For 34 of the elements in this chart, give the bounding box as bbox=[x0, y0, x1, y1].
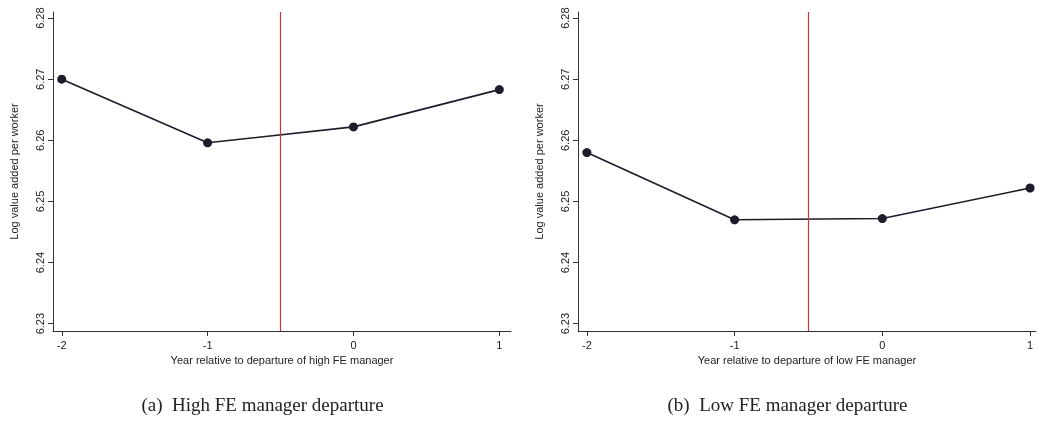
x-tick-label: 1 bbox=[496, 338, 503, 351]
y-axis-title: Log value added per worker bbox=[532, 102, 545, 240]
x-tick-label: -1 bbox=[202, 338, 213, 351]
point bbox=[494, 85, 504, 95]
y-tick-label: 6.26 bbox=[558, 129, 571, 152]
point bbox=[203, 138, 213, 148]
y-axis-title: Log value added per worker bbox=[7, 102, 20, 240]
x-axis-title: Year relative to departure of high FE manager bbox=[170, 354, 394, 367]
point bbox=[57, 74, 67, 84]
point bbox=[348, 122, 358, 132]
y-tick-label: 6.25 bbox=[558, 190, 571, 213]
x-tick-label: -2 bbox=[581, 338, 592, 351]
x-tick-label: 0 bbox=[879, 338, 886, 351]
point bbox=[730, 215, 740, 225]
y-tick-label: 6.27 bbox=[558, 68, 571, 90]
y-tick-label: 6.25 bbox=[33, 190, 46, 213]
y-tick-label: 6.28 bbox=[33, 7, 46, 29]
y-tick-label: 6.23 bbox=[33, 312, 46, 335]
x-tick-label: 0 bbox=[350, 338, 357, 351]
x-tick-label: 1 bbox=[1027, 338, 1034, 351]
x-tick-label: -2 bbox=[56, 338, 67, 351]
x-axis-title: Year relative to departure of low FE manager bbox=[697, 354, 917, 367]
point bbox=[1025, 183, 1035, 193]
y-tick-label: 6.24 bbox=[558, 251, 571, 274]
y-tick-label: 6.28 bbox=[558, 7, 571, 29]
point bbox=[877, 214, 887, 224]
y-tick-label: 6.27 bbox=[33, 68, 46, 90]
text: (b) Low FE manager departure bbox=[667, 394, 908, 416]
y-tick-label: 6.24 bbox=[33, 251, 46, 274]
x-tick-label: -1 bbox=[729, 338, 740, 351]
y-tick-label: 6.23 bbox=[558, 312, 571, 335]
point bbox=[582, 148, 592, 158]
text: (a) High FE manager departure bbox=[141, 394, 384, 416]
y-tick-label: 6.26 bbox=[33, 129, 46, 152]
